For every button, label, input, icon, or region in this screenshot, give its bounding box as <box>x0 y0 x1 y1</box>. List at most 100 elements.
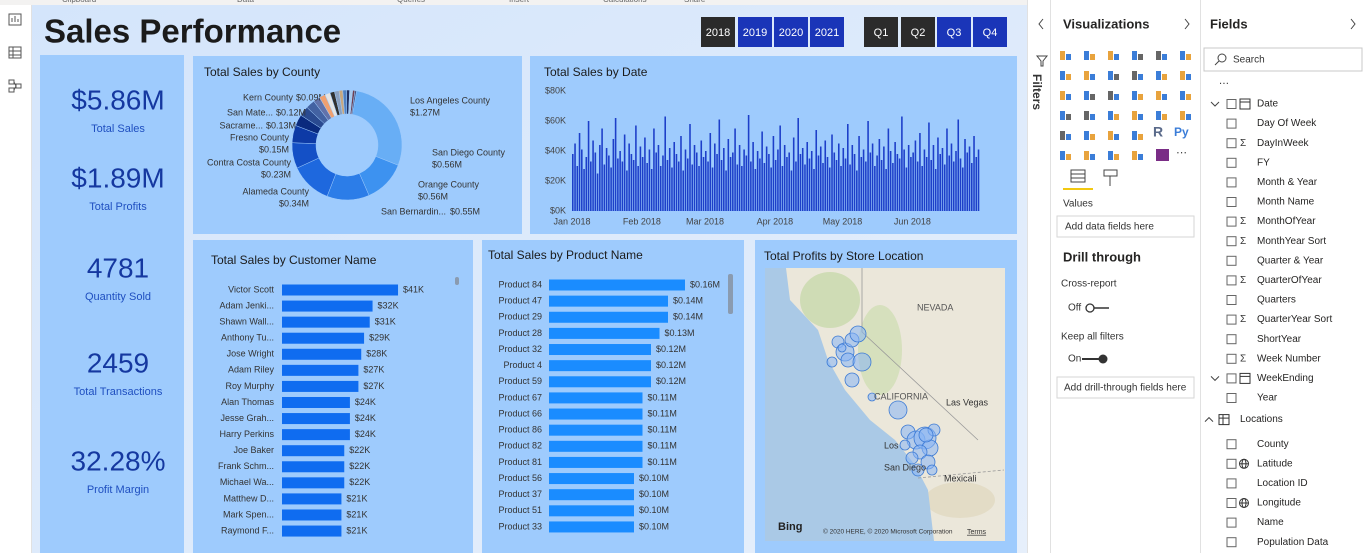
field-name[interactable]: Date <box>1257 99 1279 110</box>
visual-icon[interactable] <box>1180 71 1185 80</box>
field-name[interactable]: Quarters <box>1257 295 1296 306</box>
visual-icon[interactable] <box>1114 134 1119 140</box>
collapse-chevron[interactable] <box>1038 18 1044 30</box>
visual-icon[interactable] <box>1108 151 1113 160</box>
slicer-label[interactable]: Q4 <box>983 27 998 39</box>
visual-icon[interactable] <box>1108 51 1113 60</box>
visual-icon[interactable] <box>1162 54 1167 60</box>
keep-filters-toggle[interactable] <box>1082 354 1108 364</box>
field-checkbox[interactable] <box>1226 275 1237 286</box>
visual-icon[interactable] <box>1114 154 1119 160</box>
field-name[interactable]: Week Number <box>1257 353 1321 364</box>
slicer-button[interactable] <box>810 17 844 47</box>
slicer-label[interactable]: Q3 <box>947 27 962 39</box>
expand-chevron[interactable] <box>1184 18 1190 30</box>
field-name[interactable]: County <box>1257 439 1289 450</box>
visual-icon[interactable] <box>1156 51 1161 60</box>
field-name[interactable]: MonthYear Sort <box>1257 236 1326 247</box>
field-checkbox[interactable] <box>1226 216 1237 227</box>
visual-icon[interactable] <box>1180 111 1185 120</box>
scrollbar[interactable] <box>455 277 459 285</box>
visual-icon[interactable] <box>1138 134 1143 140</box>
visual-icon[interactable] <box>1084 151 1089 160</box>
visual-icon[interactable] <box>1066 54 1071 60</box>
field-checkbox[interactable] <box>1226 393 1237 403</box>
visual-icon[interactable] <box>1156 111 1161 120</box>
visual-icon[interactable] <box>1084 51 1089 60</box>
visual-icon[interactable] <box>1108 131 1113 140</box>
visual-icon[interactable] <box>1114 94 1119 100</box>
slicer-button[interactable] <box>937 17 971 47</box>
field-checkbox[interactable] <box>1226 537 1237 548</box>
visual-icon[interactable] <box>1162 114 1167 120</box>
field-checkbox[interactable] <box>1226 314 1237 325</box>
visual-icon[interactable] <box>1132 151 1137 160</box>
slicer-button[interactable] <box>738 17 772 47</box>
field-name[interactable]: FY <box>1257 157 1270 168</box>
visual-icon[interactable] <box>1108 91 1113 100</box>
field-checkbox[interactable] <box>1226 478 1237 489</box>
visual-icon[interactable] <box>1162 74 1167 80</box>
visual-icon[interactable] <box>1138 54 1143 60</box>
collapse-chevron[interactable] <box>1204 416 1214 422</box>
slicer-label[interactable]: 2021 <box>815 27 839 39</box>
field-checkbox[interactable] <box>1226 458 1237 469</box>
field-name[interactable]: MonthOfYear <box>1257 216 1316 227</box>
visual-icon-label[interactable]: R <box>1153 124 1163 140</box>
visual-icon[interactable] <box>1114 74 1119 80</box>
scrollbar[interactable] <box>728 274 733 314</box>
expand-chevron[interactable] <box>1210 376 1220 382</box>
field-name[interactable]: Location ID <box>1257 478 1308 489</box>
visual-icon[interactable] <box>1132 91 1137 100</box>
visual-icon[interactable] <box>1138 94 1143 100</box>
visual-icon[interactable] <box>1186 74 1191 80</box>
drill-well[interactable] <box>1056 376 1195 399</box>
visual-icon[interactable] <box>1180 51 1185 60</box>
visual-icon[interactable] <box>1108 111 1113 120</box>
slicer-label[interactable]: 2018 <box>706 27 730 39</box>
slicer-label[interactable]: Q2 <box>911 27 926 39</box>
field-checkbox[interactable] <box>1226 236 1237 247</box>
visual-icon[interactable] <box>1060 111 1065 120</box>
visual-icon[interactable] <box>1084 91 1089 100</box>
visual-icon[interactable] <box>1132 131 1137 140</box>
field-name[interactable]: Year <box>1257 393 1278 404</box>
field-name[interactable]: Quarter & Year <box>1257 255 1324 266</box>
field-checkbox[interactable] <box>1226 138 1237 149</box>
visual-icon[interactable] <box>1084 111 1089 120</box>
search-box[interactable] <box>1203 47 1363 72</box>
field-name[interactable]: Latitude <box>1257 458 1293 469</box>
visual-icon[interactable] <box>1084 71 1089 80</box>
visual-icon[interactable] <box>1132 51 1137 60</box>
visual-icon[interactable] <box>1090 94 1095 100</box>
visual-icon[interactable] <box>1066 114 1071 120</box>
visual-icon[interactable] <box>1138 74 1143 80</box>
visual-icon[interactable] <box>1060 91 1065 100</box>
visual-icon[interactable] <box>1156 91 1161 100</box>
model-view-icon[interactable] <box>8 79 22 93</box>
visual-icon[interactable] <box>1186 54 1191 60</box>
visual-icon[interactable] <box>1132 71 1137 80</box>
filters-pane-title[interactable]: Filters <box>1030 74 1044 110</box>
field-checkbox[interactable] <box>1226 255 1237 266</box>
map-terms[interactable]: Terms <box>967 529 987 536</box>
field-name[interactable]: DayInWeek <box>1257 138 1310 149</box>
field-checkbox[interactable] <box>1226 353 1237 364</box>
format-tab[interactable] <box>1103 169 1118 186</box>
visual-icon[interactable] <box>1066 94 1071 100</box>
report-view-icon[interactable] <box>8 13 22 26</box>
visual-icon[interactable] <box>1060 51 1065 60</box>
field-name[interactable]: Day Of Week <box>1257 118 1317 129</box>
visual-icon[interactable] <box>1162 94 1167 100</box>
field-checkbox[interactable] <box>1226 99 1237 109</box>
visual-icon-label[interactable]: Py <box>1174 125 1189 139</box>
field-checkbox[interactable] <box>1226 197 1237 207</box>
field-checkbox[interactable] <box>1226 177 1237 188</box>
field-name[interactable]: QuarterYear Sort <box>1257 314 1332 325</box>
visual-icon[interactable] <box>1084 131 1089 140</box>
slicer-label[interactable]: 2020 <box>779 27 803 39</box>
field-checkbox[interactable] <box>1226 334 1237 345</box>
field-checkbox[interactable] <box>1226 517 1237 528</box>
slicer-label[interactable]: 2019 <box>743 27 767 39</box>
visual-icon[interactable] <box>1186 114 1191 120</box>
